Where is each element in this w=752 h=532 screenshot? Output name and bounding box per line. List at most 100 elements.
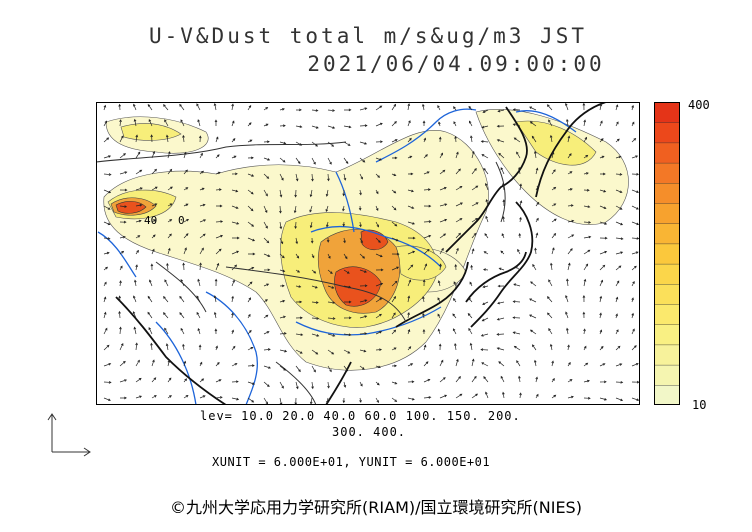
wind-vector [231,221,240,225]
wind-vector [231,329,235,335]
color-scale-frame [654,102,680,405]
wind-vector [343,125,352,129]
wind-vector [439,152,443,159]
wind-vector [407,380,415,384]
wind-vector [502,216,505,223]
wind-vector [518,375,521,383]
wind-vector [423,344,427,351]
wind-vector [133,118,137,127]
color-scale-swatch [654,323,680,346]
map-frame [96,102,640,405]
wind-vector [279,173,284,181]
wind-vector [311,157,316,165]
wind-vector [263,123,269,127]
wind-vector [327,269,333,274]
wind-vector [375,122,383,127]
wind-vector [247,347,254,351]
wind-vector [311,317,320,320]
wind-vector [163,104,169,111]
wind-vector [263,331,270,335]
wind-vector [485,215,489,223]
wind-vector [167,395,172,399]
wind-vector [231,345,236,351]
wind-vector [599,120,603,127]
wind-vector [423,188,431,191]
wind-vector [599,397,608,401]
wind-vector [311,269,317,274]
wind-vector [183,169,188,175]
wind-vector [103,380,112,384]
wind-vector [423,234,432,239]
copyright-notice: ©九州大学応用力学研究所(RIAM)/国立環境研究所(NIES) [170,498,582,517]
wind-vector [343,316,352,320]
wind-vector [535,184,540,191]
wind-vector [148,327,153,335]
wind-vector [391,189,397,194]
wind-vector [150,134,154,143]
wind-vector [567,219,575,223]
wind-vector [164,279,169,287]
wind-vector [631,189,640,193]
wind-vector [407,264,414,271]
wind-vector [483,376,489,383]
wind-vector [407,363,414,367]
wind-vector [567,248,573,255]
wind-vector [471,217,479,223]
wind-vector [583,154,589,159]
wind-vector [567,344,570,351]
wind-vector [452,297,457,303]
wind-vector [343,285,352,289]
wind-vector [327,141,335,147]
wind-vector [180,278,185,287]
wind-vector [231,250,240,255]
contour-label-40: 40 [144,214,157,227]
wind-vector [135,169,143,175]
wind-vector [199,219,207,223]
wind-vector [529,329,537,335]
wind-vector [631,104,635,111]
wind-vector [135,377,142,383]
wind-vector [295,285,302,288]
wind-vector [375,297,383,303]
wind-vector [439,377,446,383]
wind-vector [196,103,201,111]
wind-vector [516,151,521,159]
wind-vector [231,120,235,127]
color-scale-swatch [654,142,680,164]
wind-vector [247,329,252,335]
wind-vector [215,220,224,223]
color-scale-swatch [654,122,680,144]
wind-vector [247,139,253,143]
wind-vector [135,249,139,255]
wind-vector [512,316,521,320]
color-scale-swatch [654,364,680,386]
wind-vector [180,119,185,127]
wind-vector [407,221,416,225]
wind-vector [391,252,400,256]
wind-vector [215,361,220,367]
wind-vector [501,233,505,239]
wind-vector [119,235,126,239]
wind-vector [482,301,489,305]
wind-vector [407,250,416,255]
color-scale-swatch [654,222,680,245]
wind-vector [231,397,240,401]
wind-vector [439,247,444,255]
wind-vector [103,155,112,159]
wind-vector [342,397,346,404]
wind-vector [199,378,205,383]
wind-vector [583,249,591,255]
wind-vector [439,218,448,223]
wind-vector [343,349,351,354]
wind-vector [199,152,203,159]
vector-units-text: XUNIT = 6.000E+01, YUNIT = 6.000E+01 [212,455,491,469]
wind-vector [132,311,137,319]
wind-vector [497,109,505,113]
wind-vector [375,313,382,319]
wind-vector [279,107,285,111]
wind-vector [497,284,505,288]
wind-vector [183,378,188,383]
color-scale-bar [654,102,680,405]
wind-vector [438,136,442,143]
wind-vector [375,397,379,404]
